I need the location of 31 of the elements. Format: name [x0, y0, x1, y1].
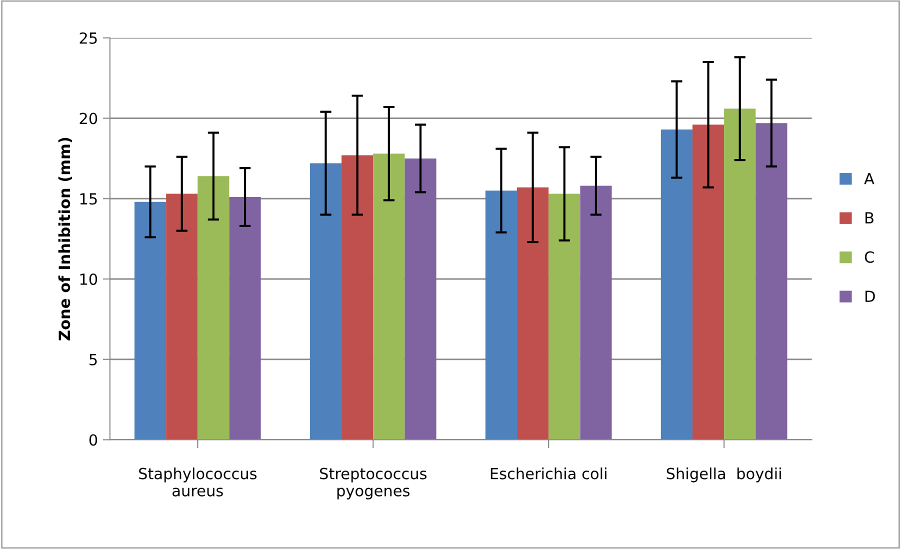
- bar: [166, 194, 198, 440]
- y-tick-label: 5: [90, 354, 97, 366]
- legend-label: D: [866, 290, 875, 302]
- x-tick-label: Streptococcus pyogenes: [320, 468, 427, 500]
- bar: [342, 155, 374, 440]
- bar: [229, 197, 261, 440]
- x-tick-label: Shigella boydii: [666, 468, 781, 482]
- bar: [724, 108, 756, 440]
- bar: [485, 190, 518, 440]
- bar: [692, 124, 724, 440]
- legend-label: B: [866, 212, 874, 224]
- bar: [310, 163, 342, 440]
- bar: [404, 158, 436, 440]
- x-tick-label: Staphylococcus aureus: [139, 468, 257, 496]
- y-axis-title: Zone of Inhibition (mm): [58, 138, 72, 340]
- bar: [580, 186, 612, 440]
- legend-label: A: [864, 173, 874, 184]
- bar: [548, 194, 580, 440]
- bar: [373, 154, 405, 440]
- y-tick-label: 15: [80, 193, 97, 205]
- legend-label: C: [864, 251, 874, 263]
- y-tick-label: 20: [80, 112, 98, 124]
- bar: [756, 123, 788, 440]
- bar: [198, 176, 230, 440]
- bar: [134, 202, 166, 440]
- y-tick-label: 0: [89, 434, 98, 446]
- bar: [660, 130, 692, 440]
- y-tick-label: 25: [80, 32, 97, 44]
- x-tick-label: Escherichia coli: [490, 468, 606, 480]
- bar: [517, 187, 549, 440]
- y-tick-label: 10: [80, 273, 98, 286]
